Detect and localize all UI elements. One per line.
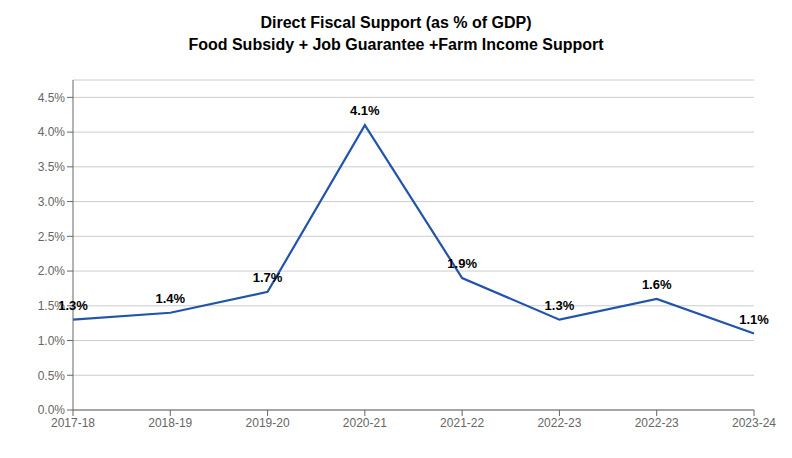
svg-text:1.9%: 1.9% (447, 256, 477, 271)
svg-text:1.5%: 1.5% (37, 299, 65, 313)
svg-text:1.4%: 1.4% (155, 291, 185, 306)
svg-text:2023-24: 2023-24 (732, 416, 776, 430)
svg-text:2022-23: 2022-23 (635, 416, 679, 430)
svg-text:3.5%: 3.5% (38, 160, 66, 174)
svg-text:3.0%: 3.0% (38, 195, 66, 209)
svg-text:1.6%: 1.6% (642, 277, 672, 292)
svg-text:1.1%: 1.1% (739, 312, 769, 327)
svg-text:4.0%: 4.0% (38, 125, 66, 139)
svg-text:0.0%: 0.0% (38, 403, 66, 417)
html-text:Direct Fiscal Support (as % of: Direct Fiscal Support (as % of GDP) (260, 14, 532, 31)
svg-text:2019-20: 2019-20 (246, 416, 290, 430)
svg-text:2017-18: 2017-18 (51, 416, 95, 430)
svg-text:2.5%: 2.5% (38, 230, 66, 244)
svg-text:1.3%: 1.3% (58, 298, 88, 313)
svg-text:4.5%: 4.5% (38, 91, 66, 105)
svg-text:2022-23: 2022-23 (537, 416, 581, 430)
svg-text:2020-21: 2020-21 (343, 416, 387, 430)
html-text:Food Subsidy + Job Guarantee +: Food Subsidy + Job Guarantee +Farm Incom… (188, 36, 604, 53)
svg-text:2.0%: 2.0% (38, 264, 66, 278)
svg-text:1.7%: 1.7% (253, 270, 283, 285)
svg-text:1.0%: 1.0% (38, 334, 66, 348)
svg-text:4.1%: 4.1% (350, 103, 380, 118)
svg-text:2021-22: 2021-22 (440, 416, 484, 430)
svg-text:0.5%: 0.5% (38, 369, 66, 383)
svg-text:2018-19: 2018-19 (148, 416, 192, 430)
svg-text:1.3%: 1.3% (545, 298, 575, 313)
